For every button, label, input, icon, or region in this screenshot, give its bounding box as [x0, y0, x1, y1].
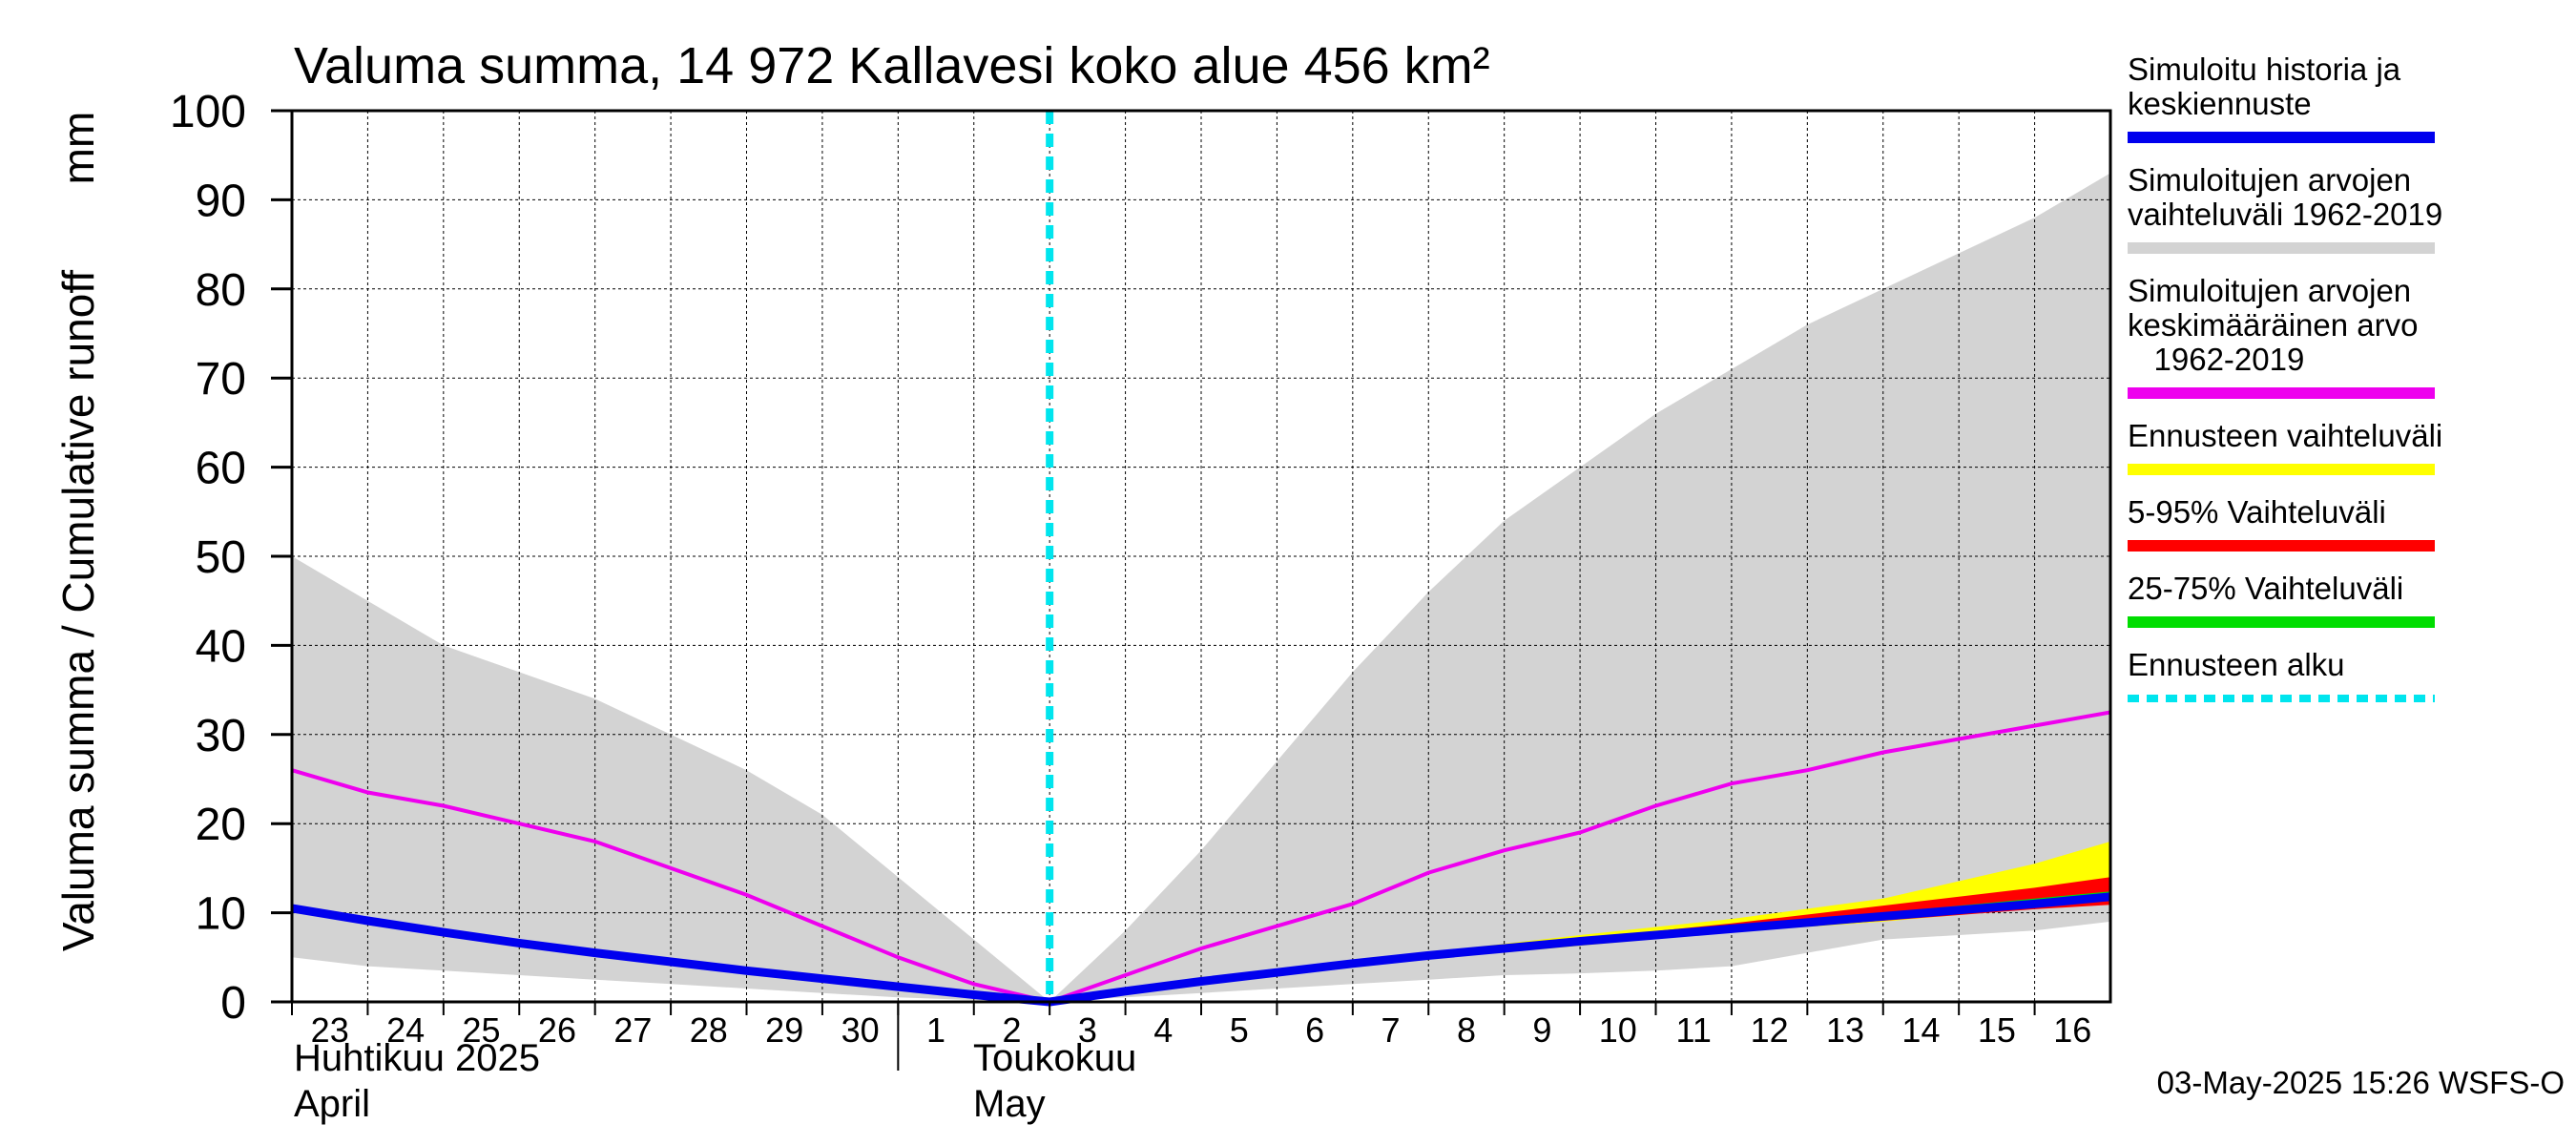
y-tick-label: 30: [196, 711, 246, 761]
month-label-april-en: April: [294, 1083, 370, 1125]
x-tick-label: 14: [1901, 1010, 1940, 1050]
x-tick-label: 15: [1978, 1010, 2016, 1050]
legend-label: Ennusteen alku: [2128, 647, 2345, 682]
x-tick-label: 29: [765, 1010, 803, 1050]
x-tick-label: 11: [1676, 1010, 1712, 1050]
x-tick-label: 24: [386, 1010, 425, 1050]
y-axis-ticks: 0 10 20 30 40 50 60 70 80 90 100: [170, 87, 292, 1029]
legend-label: 25-75% Vaihteluväli: [2128, 571, 2403, 606]
x-tick-label: 23: [311, 1010, 349, 1050]
month-label-may-en: May: [973, 1083, 1046, 1125]
legend-label: Ennusteen vaihteluväli: [2128, 418, 2442, 453]
x-tick-label: 8: [1457, 1010, 1476, 1050]
legend-label: vaihteluväli 1962-2019: [2128, 197, 2442, 232]
x-tick-label: 26: [538, 1010, 576, 1050]
x-tick-label: 30: [841, 1010, 880, 1050]
timestamp-footer: 03-May-2025 15:26 WSFS-O: [2157, 1065, 2565, 1100]
x-tick-label: 3: [1078, 1010, 1097, 1050]
x-tick-label: 9: [1532, 1010, 1551, 1050]
y-tick-label: 20: [196, 800, 246, 850]
x-tick-label: 1: [926, 1010, 945, 1050]
series-line-mean: [291, 710, 2111, 1005]
legend: Simuloitu historia jakeskiennusteSimuloi…: [2128, 52, 2442, 702]
y-tick-label: 100: [170, 87, 246, 137]
x-tick-label: 7: [1381, 1010, 1401, 1050]
legend-item: 25-75% Vaihteluväli: [2128, 571, 2435, 628]
x-tick-label: 5: [1230, 1010, 1249, 1050]
legend-label: Simuloitujen arvojen: [2128, 162, 2411, 198]
y-axis-label: Valuma summa / Cumulative runoff: [53, 270, 103, 951]
y-tick-label: 90: [196, 176, 246, 226]
y-tick-label: 70: [196, 354, 246, 405]
x-tick-label: 13: [1826, 1010, 1864, 1050]
y-axis-unit: mm: [53, 112, 103, 185]
y-tick-label: 50: [196, 532, 246, 583]
legend-item: Ennusteen vaihteluväli: [2128, 418, 2442, 475]
legend-label: 5-95% Vaihteluväli: [2128, 494, 2386, 530]
chart-title: Valuma summa, 14 972 Kallavesi koko alue…: [294, 37, 1490, 94]
legend-label: Simuloitujen arvojen: [2128, 273, 2411, 308]
x-tick-label: 10: [1599, 1010, 1637, 1050]
y-tick-label: 80: [196, 265, 246, 316]
x-tick-label: 2: [1002, 1010, 1021, 1050]
legend-label: keskiennuste: [2128, 86, 2312, 121]
x-tick-label: 16: [2053, 1010, 2091, 1050]
legend-label: 1962-2019: [2128, 342, 2304, 377]
x-tick-label: 27: [613, 1010, 652, 1050]
x-tick-label: 6: [1305, 1010, 1324, 1050]
legend-item: Ennusteen alku: [2128, 647, 2435, 702]
legend-label: Simuloitu historia ja: [2128, 52, 2401, 87]
x-tick-label: 12: [1751, 1010, 1789, 1050]
month-label-may-fi: Toukokuu: [973, 1037, 1136, 1079]
x-axis-ticks: 23 24 25 26 27 28 29 30 1 2 3 4 5 6 7 8 9 10 11 12 13 14 15 16: [291, 1002, 2091, 1071]
x-tick-label: 28: [690, 1010, 728, 1050]
legend-item: 5-95% Vaihteluväli: [2128, 494, 2435, 552]
legend-label: keskimääräinen arvo: [2128, 307, 2418, 343]
y-tick-label: 60: [196, 444, 246, 494]
x-tick-label: 25: [463, 1010, 501, 1050]
y-tick-label: 10: [196, 889, 246, 940]
month-labels: Huhtikuu 2025 April Toukokuu May: [294, 1037, 1136, 1125]
y-tick-label: 40: [196, 621, 246, 672]
x-tick-label: 4: [1153, 1010, 1173, 1050]
month-label-april-fi: Huhtikuu 2025: [294, 1037, 540, 1079]
y-tick-label: 0: [220, 978, 246, 1029]
series-line-simulated: [291, 892, 2111, 1007]
